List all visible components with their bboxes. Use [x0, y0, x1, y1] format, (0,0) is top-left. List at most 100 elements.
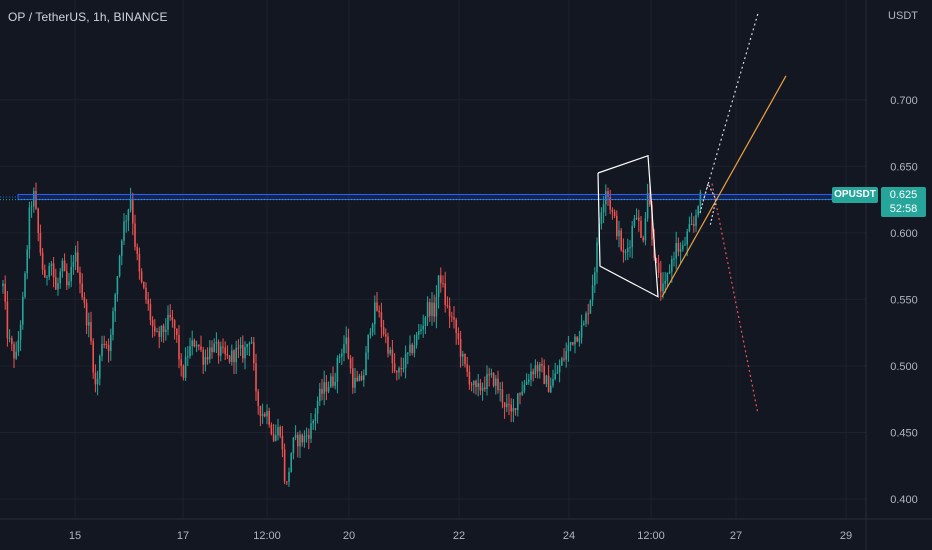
x-tick-label: 12:00 [637, 530, 665, 542]
pattern-outline[interactable] [597, 154, 659, 298]
candle [211, 340, 213, 359]
candle [253, 336, 255, 371]
candle [147, 292, 149, 311]
candle [275, 424, 277, 442]
candle [690, 212, 693, 226]
candle [226, 345, 229, 360]
candle [48, 262, 50, 281]
candle [283, 443, 286, 485]
candle [404, 345, 407, 379]
candle [101, 335, 103, 362]
resistance-level[interactable] [17, 193, 833, 200]
candle [693, 216, 695, 233]
candle [497, 370, 499, 394]
candle [257, 388, 259, 415]
candle [363, 369, 365, 387]
candle [541, 357, 543, 373]
bar-countdown: 52:58 [889, 203, 918, 215]
candle [580, 314, 583, 344]
candle [114, 292, 116, 322]
candle [679, 242, 682, 264]
candle [22, 291, 24, 330]
candle [222, 338, 224, 354]
candle [321, 379, 323, 401]
candle [530, 363, 532, 387]
candle [563, 348, 565, 362]
candle [6, 291, 9, 347]
candle [156, 328, 158, 333]
candle [26, 245, 28, 280]
candle [352, 356, 354, 394]
candle [611, 207, 614, 220]
candle [68, 273, 70, 289]
trendline-orange[interactable] [661, 75, 787, 298]
candle [143, 281, 145, 290]
symbol-badge: OPUSDT [832, 187, 878, 203]
candle [200, 335, 202, 353]
candle [162, 323, 165, 343]
candle [543, 359, 545, 385]
candle [440, 267, 442, 293]
candle [510, 398, 512, 423]
candle [675, 231, 677, 270]
candle [255, 353, 257, 401]
candle [473, 380, 475, 394]
candle [268, 407, 270, 428]
candle [486, 365, 488, 396]
candle [528, 373, 530, 385]
candle [602, 196, 605, 224]
candle [600, 207, 603, 230]
candle [512, 398, 515, 423]
candle [453, 306, 455, 329]
candle [303, 430, 306, 448]
trendline-up-projection[interactable] [703, 13, 759, 199]
candle [517, 393, 519, 417]
candle [182, 364, 185, 381]
candle [627, 238, 629, 261]
candle [314, 408, 317, 431]
candle [66, 263, 68, 290]
candle [578, 330, 581, 347]
candle [385, 328, 387, 344]
candle [90, 311, 92, 345]
trendline-zigzag[interactable] [699, 181, 717, 227]
candle [646, 183, 649, 222]
candle [250, 336, 253, 344]
candle [217, 339, 220, 364]
candle [356, 370, 358, 382]
candle [677, 237, 680, 257]
y-tick-label: 0.650 [890, 161, 918, 173]
candle [57, 277, 59, 296]
trendline-down-projection[interactable] [711, 183, 759, 414]
candle [420, 324, 422, 335]
candle [550, 377, 552, 394]
candle [154, 319, 156, 337]
candle [277, 418, 279, 441]
candle [195, 340, 198, 353]
chart-title[interactable]: OP / TetherUS, 1h, BINANCE [8, 10, 168, 24]
candle [319, 383, 321, 406]
candle [622, 238, 625, 263]
candle [492, 372, 495, 388]
candle [92, 338, 94, 379]
candle [644, 212, 647, 246]
candle [99, 354, 101, 386]
candle [261, 403, 264, 424]
candle [424, 316, 427, 335]
candle [561, 356, 563, 367]
candle [297, 432, 299, 458]
candle [398, 366, 400, 380]
candle [594, 267, 596, 294]
candle [140, 268, 143, 284]
candle [442, 275, 444, 288]
candle [81, 273, 83, 300]
candle [290, 452, 292, 473]
candle [4, 275, 6, 310]
candle [501, 381, 504, 409]
candle [41, 247, 44, 275]
candle [609, 189, 611, 215]
candle [70, 254, 72, 288]
